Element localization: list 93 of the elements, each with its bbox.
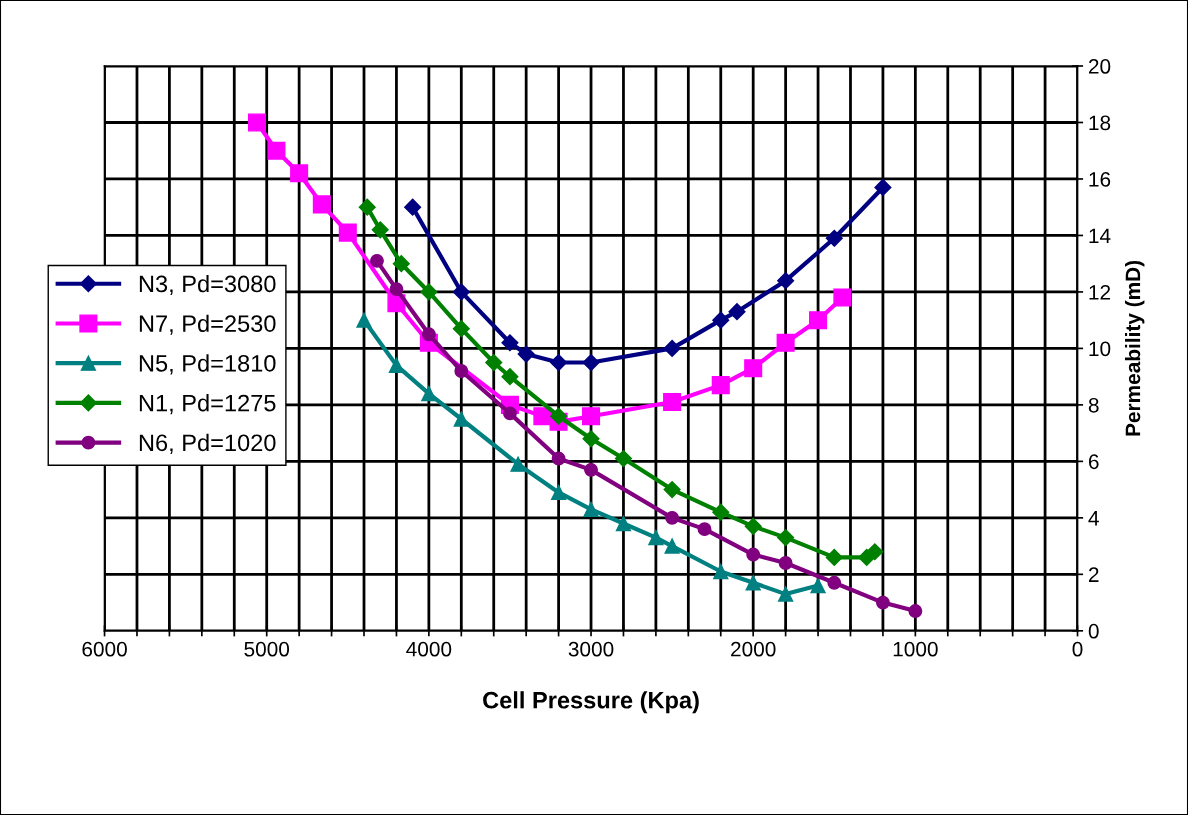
x-axis-title: Cell Pressure (Kpa) xyxy=(483,691,699,714)
point xyxy=(421,385,437,402)
point xyxy=(744,359,763,378)
point xyxy=(267,141,286,160)
x-tick-label: 5000 xyxy=(244,641,290,657)
y-tick-label: 18 xyxy=(1089,115,1111,131)
point xyxy=(866,543,884,561)
point xyxy=(875,595,890,610)
point xyxy=(501,368,519,386)
point xyxy=(777,272,795,290)
point xyxy=(392,255,410,273)
point xyxy=(404,198,422,216)
legend-label: N3, Pd=3080 xyxy=(139,274,276,296)
point xyxy=(371,221,389,239)
point xyxy=(745,575,761,591)
point xyxy=(614,449,633,468)
point xyxy=(744,517,762,535)
point xyxy=(663,481,681,499)
point xyxy=(582,407,601,426)
point xyxy=(452,283,470,301)
point xyxy=(833,288,852,307)
x-tick-label: 2000 xyxy=(731,641,776,657)
point xyxy=(370,253,384,268)
legend-label: N7, Pd=2530 xyxy=(139,314,276,335)
point xyxy=(777,586,794,602)
y-tick-label: 4 xyxy=(1088,511,1099,526)
point xyxy=(778,556,793,570)
point xyxy=(712,311,730,329)
point xyxy=(809,311,828,330)
point xyxy=(550,484,567,501)
y-tick-label: 10 xyxy=(1089,341,1111,357)
point xyxy=(510,456,526,472)
legend-label: N5, Pd=1810 xyxy=(139,354,276,375)
point xyxy=(338,223,357,242)
point xyxy=(358,198,376,216)
point xyxy=(663,393,682,412)
point xyxy=(452,320,470,338)
point xyxy=(247,113,267,132)
point xyxy=(697,522,712,537)
point xyxy=(420,283,438,301)
y-tick-label: 0 xyxy=(1088,623,1099,639)
y-tick-label: 20 xyxy=(1088,59,1111,74)
point xyxy=(582,353,600,372)
x-tick-label: 1000 xyxy=(893,641,938,657)
legend-label: N6, Pd=1020 xyxy=(139,433,276,454)
point xyxy=(453,411,469,427)
point xyxy=(312,195,331,214)
point xyxy=(810,577,826,594)
point xyxy=(664,538,680,554)
x-tick-label: 4000 xyxy=(406,641,452,657)
point xyxy=(908,604,923,618)
point xyxy=(648,529,664,546)
y-tick-label: 2 xyxy=(1088,567,1099,582)
point xyxy=(825,548,843,566)
point xyxy=(517,345,535,363)
point xyxy=(728,303,746,321)
x-tick-label: 0 xyxy=(1072,641,1083,657)
point xyxy=(663,339,681,357)
point xyxy=(551,451,566,466)
y-axis-title: Permeability (mD) xyxy=(1124,260,1145,436)
y-tick-label: 12 xyxy=(1089,284,1111,300)
point xyxy=(712,503,730,521)
point xyxy=(501,334,519,352)
point xyxy=(776,333,795,352)
point xyxy=(356,312,372,328)
y-tick-label: 16 xyxy=(1089,171,1111,187)
point xyxy=(503,406,517,421)
point xyxy=(825,229,843,247)
point xyxy=(874,178,892,196)
point xyxy=(746,547,761,562)
x-tick-label: 6000 xyxy=(82,641,127,657)
y-tick-label: 8 xyxy=(1088,397,1099,413)
point xyxy=(421,327,436,342)
point xyxy=(550,407,568,425)
y-tick-label: 6 xyxy=(1088,454,1099,470)
point xyxy=(584,462,598,477)
point xyxy=(485,353,503,372)
point xyxy=(290,164,309,183)
point xyxy=(827,575,842,590)
point xyxy=(777,529,795,547)
point xyxy=(389,282,404,297)
x-tick-label: 3000 xyxy=(568,641,614,657)
point xyxy=(615,515,632,532)
point xyxy=(582,430,600,448)
point xyxy=(713,563,729,580)
point xyxy=(550,353,568,372)
point xyxy=(665,510,680,525)
y-tick-label: 14 xyxy=(1089,228,1111,243)
legend-label: N1, Pd=1275 xyxy=(139,394,276,415)
point xyxy=(454,364,469,378)
point xyxy=(711,376,730,395)
point xyxy=(533,407,552,426)
point xyxy=(583,501,599,518)
